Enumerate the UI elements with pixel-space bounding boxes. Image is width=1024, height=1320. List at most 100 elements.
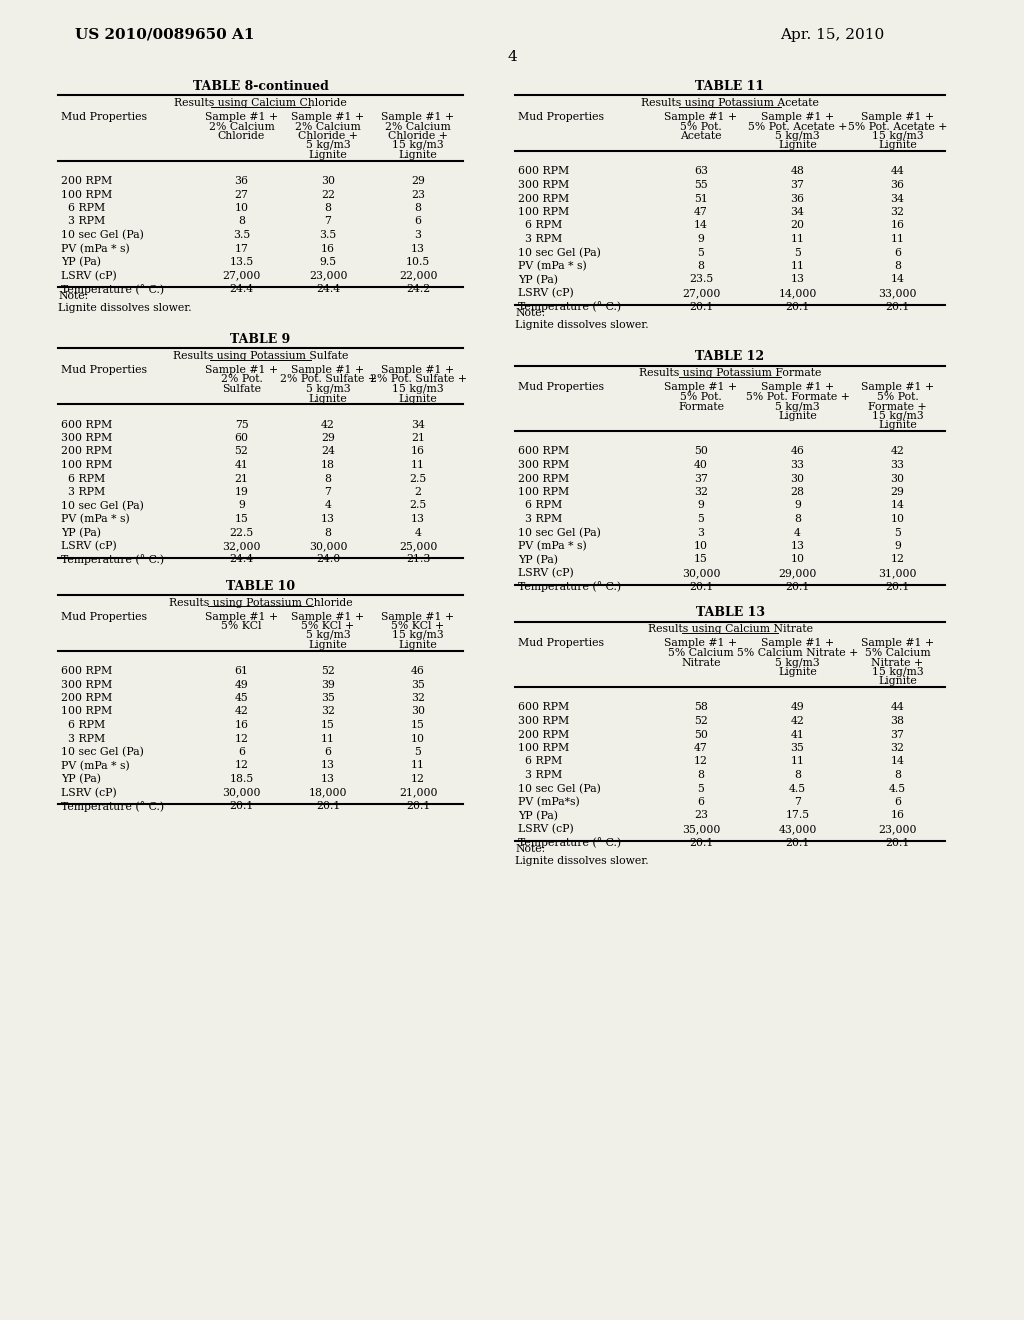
Text: Sample #1 +: Sample #1 +: [292, 366, 365, 375]
Text: Nitrate +: Nitrate +: [871, 657, 924, 668]
Text: 42: 42: [791, 715, 805, 726]
Text: 24.4: 24.4: [229, 554, 254, 565]
Text: 20.1: 20.1: [886, 837, 909, 847]
Text: 20.1: 20.1: [315, 801, 340, 810]
Text: 20.1: 20.1: [785, 301, 810, 312]
Text: 7: 7: [794, 797, 801, 807]
Text: 5: 5: [794, 248, 801, 257]
Text: Mud Properties: Mud Properties: [518, 639, 604, 648]
Text: 31,000: 31,000: [879, 568, 916, 578]
Text: 10.5: 10.5: [406, 257, 430, 267]
Text: 11: 11: [321, 734, 335, 743]
Text: 8: 8: [697, 770, 705, 780]
Text: Apr. 15, 2010: Apr. 15, 2010: [780, 28, 885, 42]
Text: 6 RPM: 6 RPM: [518, 500, 562, 511]
Text: 5% Pot.: 5% Pot.: [877, 392, 919, 403]
Text: 20.1: 20.1: [689, 582, 713, 591]
Text: 12: 12: [891, 554, 904, 565]
Text: 14: 14: [891, 275, 904, 285]
Text: 200 RPM: 200 RPM: [61, 446, 113, 457]
Text: 32: 32: [891, 207, 904, 216]
Text: Temperature (° C.): Temperature (° C.): [61, 554, 164, 565]
Text: 10 sec Gel (Pa): 10 sec Gel (Pa): [518, 248, 601, 257]
Text: 2: 2: [415, 487, 422, 498]
Text: Lignite: Lignite: [778, 667, 817, 677]
Text: 36: 36: [791, 194, 805, 203]
Text: 61: 61: [234, 667, 249, 676]
Text: 13: 13: [321, 774, 335, 784]
Text: 100 RPM: 100 RPM: [518, 743, 569, 752]
Text: 15: 15: [234, 513, 249, 524]
Text: 200 RPM: 200 RPM: [518, 194, 569, 203]
Text: 18,000: 18,000: [309, 788, 347, 797]
Text: 32,000: 32,000: [222, 541, 261, 550]
Text: 13: 13: [411, 513, 425, 524]
Text: 52: 52: [234, 446, 249, 457]
Text: 60: 60: [234, 433, 249, 444]
Text: 200 RPM: 200 RPM: [61, 693, 113, 704]
Text: 24.0: 24.0: [315, 554, 340, 565]
Text: 34: 34: [891, 194, 904, 203]
Text: 9: 9: [697, 234, 705, 244]
Text: 10 sec Gel (Pa): 10 sec Gel (Pa): [61, 500, 144, 511]
Text: 22,000: 22,000: [398, 271, 437, 281]
Text: PV (mPa*s): PV (mPa*s): [518, 797, 580, 808]
Text: 15: 15: [411, 719, 425, 730]
Text: 5% Pot.: 5% Pot.: [680, 121, 722, 132]
Text: 5% Calcium: 5% Calcium: [864, 648, 931, 657]
Text: Sample #1 +: Sample #1 +: [861, 112, 934, 121]
Text: Acetate: Acetate: [680, 131, 722, 141]
Text: 12: 12: [694, 756, 708, 767]
Text: 42: 42: [891, 446, 904, 457]
Text: 16: 16: [321, 243, 335, 253]
Text: 33: 33: [891, 459, 904, 470]
Text: 52: 52: [694, 715, 708, 726]
Text: 3 RPM: 3 RPM: [61, 216, 105, 227]
Text: 5% KCl +: 5% KCl +: [391, 620, 444, 631]
Text: 20.1: 20.1: [886, 582, 909, 591]
Text: 14: 14: [891, 500, 904, 511]
Text: 36: 36: [234, 176, 249, 186]
Text: Sample #1 +: Sample #1 +: [292, 112, 365, 121]
Text: 8: 8: [325, 474, 332, 483]
Text: 23: 23: [694, 810, 708, 821]
Text: 10 sec Gel (Pa): 10 sec Gel (Pa): [61, 230, 144, 240]
Text: 37: 37: [891, 730, 904, 739]
Text: 8: 8: [415, 203, 422, 213]
Text: 6 RPM: 6 RPM: [61, 719, 105, 730]
Text: 13: 13: [321, 760, 335, 771]
Text: 5 kg/m3: 5 kg/m3: [775, 657, 820, 668]
Text: 3 RPM: 3 RPM: [518, 770, 562, 780]
Text: 5: 5: [697, 248, 705, 257]
Text: 5: 5: [415, 747, 422, 756]
Text: 3.5: 3.5: [232, 230, 250, 240]
Text: 44: 44: [891, 702, 904, 713]
Text: 3 RPM: 3 RPM: [61, 734, 105, 743]
Text: 600 RPM: 600 RPM: [518, 166, 569, 177]
Text: 6: 6: [325, 747, 332, 756]
Text: 5% Pot.: 5% Pot.: [680, 392, 722, 403]
Text: 3 RPM: 3 RPM: [61, 487, 105, 498]
Text: 24.4: 24.4: [229, 284, 254, 294]
Text: 21,000: 21,000: [398, 788, 437, 797]
Text: Mud Properties: Mud Properties: [61, 366, 147, 375]
Text: 21: 21: [411, 433, 425, 444]
Text: 10: 10: [891, 513, 904, 524]
Text: Lignite: Lignite: [879, 676, 916, 686]
Text: 27: 27: [234, 190, 249, 199]
Text: 4: 4: [794, 528, 801, 537]
Text: 5 kg/m3: 5 kg/m3: [305, 384, 350, 393]
Text: 8: 8: [325, 528, 332, 537]
Text: Mud Properties: Mud Properties: [61, 112, 147, 121]
Text: 10: 10: [791, 554, 805, 565]
Text: 30,000: 30,000: [222, 788, 261, 797]
Text: Mud Properties: Mud Properties: [61, 611, 147, 622]
Text: 9: 9: [238, 500, 245, 511]
Text: 4.5: 4.5: [788, 784, 806, 793]
Text: 600 RPM: 600 RPM: [61, 667, 113, 676]
Text: 2% Calcium: 2% Calcium: [385, 121, 451, 132]
Text: 30,000: 30,000: [309, 541, 347, 550]
Text: 5: 5: [697, 784, 705, 793]
Text: 10 sec Gel (Pa): 10 sec Gel (Pa): [61, 747, 144, 758]
Text: 29: 29: [411, 176, 425, 186]
